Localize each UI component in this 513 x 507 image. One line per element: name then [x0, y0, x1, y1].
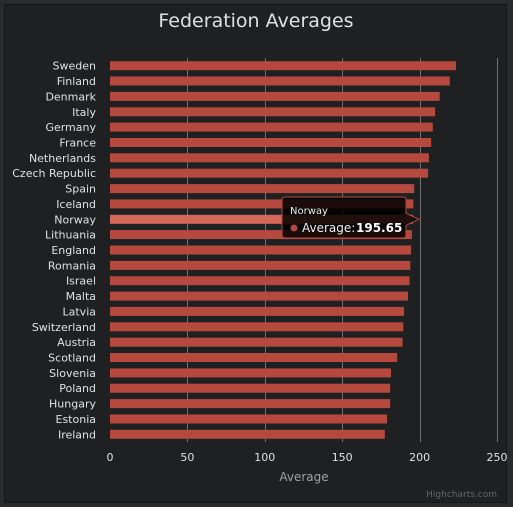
category-label: Spain: [65, 183, 96, 196]
bar-czech-republic[interactable]: [110, 168, 429, 178]
tooltip-background: [281, 196, 421, 239]
bar-romania[interactable]: [110, 260, 411, 270]
category-label: Malta: [66, 290, 96, 303]
tooltip-series-name: Norway: [290, 206, 328, 217]
bar-slovenia[interactable]: [110, 368, 391, 378]
category-label: Romania: [48, 259, 96, 272]
category-label: Sweden: [53, 60, 96, 73]
value-axis-title: Average: [279, 470, 328, 484]
bar-spain[interactable]: [110, 184, 415, 194]
bar-malta[interactable]: [110, 291, 408, 301]
category-label: Czech Republic: [12, 167, 96, 180]
bar-italy[interactable]: [110, 107, 436, 117]
bar-ireland[interactable]: [110, 429, 385, 439]
bar-latvia[interactable]: [110, 306, 405, 316]
bar-switzerland[interactable]: [110, 322, 404, 332]
tick-label: 0: [107, 451, 114, 464]
category-label: Denmark: [45, 90, 96, 103]
bar-lithuania[interactable]: [110, 230, 412, 240]
tick-label: 100: [254, 451, 275, 464]
category-label: Lithuania: [45, 229, 96, 242]
category-label: Israel: [66, 275, 96, 288]
category-label: Scotland: [48, 352, 96, 365]
category-label: Norway: [54, 213, 96, 226]
category-label: Slovenia: [49, 367, 96, 380]
category-label: Estonia: [56, 413, 97, 426]
bar-hungary[interactable]: [110, 399, 391, 409]
bar-israel[interactable]: [110, 276, 410, 286]
category-label: France: [59, 137, 96, 150]
bar-finland[interactable]: [110, 76, 450, 86]
bar-germany[interactable]: [110, 122, 433, 132]
tick-label: 200: [409, 451, 430, 464]
tick-label: 250: [487, 451, 508, 464]
bar-series: [110, 61, 456, 439]
bar-iceland[interactable]: [110, 199, 414, 209]
bar-norway[interactable]: [110, 214, 413, 224]
category-label: Poland: [59, 382, 96, 395]
category-label: Italy: [72, 106, 96, 119]
bar-france[interactable]: [110, 138, 432, 147]
category-label: Latvia: [63, 305, 97, 318]
tooltip-marker-icon: [290, 224, 298, 232]
category-labels: Sweden Finland Denmark Italy Germany France Ne…: [12, 60, 96, 442]
category-label: Netherlands: [29, 152, 96, 165]
category-label: Germany: [45, 121, 96, 134]
credits-link[interactable]: Highcharts.com: [426, 490, 497, 500]
bar-sweden[interactable]: [110, 61, 456, 71]
bar-poland[interactable]: [110, 383, 391, 393]
value-axis-ticks: 0 50 100 150 200 250: [107, 451, 508, 464]
tick-label: 50: [180, 451, 194, 464]
bar-austria[interactable]: [110, 337, 403, 347]
bar-netherlands[interactable]: [110, 153, 429, 163]
bar-scotland[interactable]: [110, 353, 398, 362]
chart-title: Federation Averages: [158, 10, 353, 32]
bar-estonia[interactable]: [110, 414, 388, 424]
category-label: Switzerland: [32, 321, 96, 334]
category-label: England: [51, 244, 96, 257]
category-label: Ireland: [58, 428, 96, 441]
bar-denmark[interactable]: [110, 91, 440, 101]
category-label: Finland: [57, 75, 96, 88]
tooltip: Norway Average: 195.65: [281, 196, 421, 239]
category-label: Austria: [57, 336, 96, 349]
bar-england[interactable]: [110, 245, 412, 255]
category-label: Hungary: [49, 398, 96, 411]
category-label: Iceland: [56, 198, 96, 211]
tick-label: 150: [332, 451, 353, 464]
tooltip-label: Average:: [302, 221, 355, 235]
tooltip-value: 195.65: [356, 221, 402, 235]
